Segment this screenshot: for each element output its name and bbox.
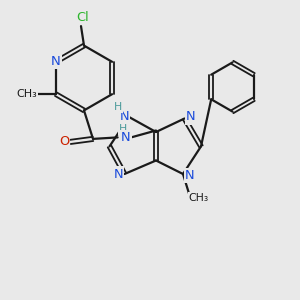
- Text: N: N: [185, 169, 194, 182]
- Text: O: O: [59, 135, 69, 148]
- Text: CH₃: CH₃: [188, 193, 209, 203]
- Text: N: N: [121, 131, 131, 144]
- Text: CH₃: CH₃: [16, 89, 37, 99]
- Text: N: N: [51, 55, 61, 68]
- Text: N: N: [120, 110, 129, 123]
- Text: N: N: [114, 167, 123, 181]
- Text: H: H: [113, 102, 122, 112]
- Text: Cl: Cl: [76, 11, 89, 24]
- Text: H: H: [119, 124, 127, 134]
- Text: N: N: [186, 110, 195, 124]
